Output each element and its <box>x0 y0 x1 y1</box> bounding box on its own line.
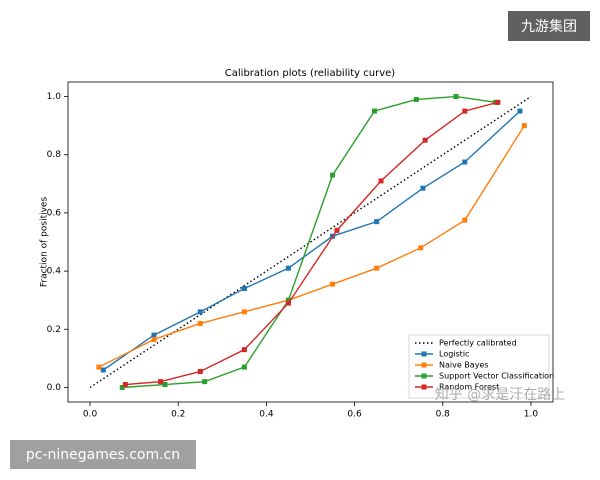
marker <box>422 137 428 143</box>
marker <box>197 320 203 326</box>
marker <box>96 364 102 370</box>
plot-area <box>89 94 532 390</box>
x-tick-label: 0.8 <box>436 410 451 420</box>
marker <box>374 219 380 225</box>
marker <box>462 108 468 114</box>
legend-label: Perfectly calibrated <box>439 339 517 348</box>
marker <box>285 265 291 271</box>
marker <box>330 281 336 287</box>
legend-marker <box>421 362 427 368</box>
x-tick-label: 0.0 <box>83 410 98 420</box>
marker <box>462 159 468 165</box>
marker <box>495 99 501 105</box>
y-tick-label: 1.0 <box>47 92 62 102</box>
marker <box>151 332 157 338</box>
marker <box>241 347 247 353</box>
x-tick-label: 0.2 <box>171 410 185 420</box>
marker <box>122 382 128 388</box>
series-line <box>122 95 496 389</box>
plot-frame <box>67 81 554 403</box>
series-line <box>102 110 521 371</box>
marker <box>197 368 203 374</box>
x-tick-label: 0.6 <box>347 410 362 420</box>
marker <box>334 227 340 233</box>
marker <box>151 336 157 342</box>
legend-marker <box>421 373 427 379</box>
marker <box>413 96 419 102</box>
watermark-box <box>10 440 196 469</box>
marker <box>521 123 527 129</box>
marker <box>517 108 523 114</box>
legend-label: Naive Bayes <box>439 361 489 370</box>
marker <box>453 94 459 100</box>
marker <box>418 245 424 251</box>
y-tick-label: 0.8 <box>47 150 62 160</box>
series-line <box>125 101 499 386</box>
marker <box>374 265 380 271</box>
legend-label: Support Vector Classification <box>439 372 554 381</box>
y-tick-label: 0.6 <box>47 208 62 218</box>
marker <box>241 364 247 370</box>
marker <box>285 297 291 303</box>
marker <box>202 379 208 385</box>
legend-label: Random Forest <box>439 383 499 392</box>
watermark: pc-ninegames.com.cn <box>26 447 180 463</box>
y-tick-label: 0.4 <box>47 267 62 277</box>
marker <box>158 379 164 385</box>
legend-marker <box>421 384 427 390</box>
watermark: 知乎 @求是汗在路上 <box>435 386 565 403</box>
series-line <box>89 95 532 389</box>
marker <box>197 309 203 315</box>
watermark: 九游集团 <box>521 18 577 35</box>
marker <box>285 300 291 306</box>
y-tick-label: 0.2 <box>47 325 61 335</box>
series-line <box>98 125 525 368</box>
marker <box>462 217 468 223</box>
watermark-box <box>508 11 590 41</box>
marker <box>241 286 247 292</box>
marker <box>420 185 426 191</box>
y-tick-label: 0.0 <box>47 383 62 393</box>
marker <box>330 172 336 178</box>
marker <box>371 108 377 114</box>
marker <box>119 384 125 390</box>
x-tick-label: 1.0 <box>524 410 539 420</box>
marker <box>100 367 106 373</box>
marker <box>241 309 247 315</box>
legend-label: Logistic <box>439 350 469 359</box>
marker <box>162 382 168 388</box>
legend-marker <box>421 351 427 357</box>
chart-title: Calibration plots (reliability curve) <box>225 68 395 79</box>
x-tick-label: 0.4 <box>259 410 274 420</box>
y-axis-label: Fraction of positives <box>40 197 50 288</box>
marker <box>378 178 384 184</box>
legend: Perfectly calibrated Logistic Naive Bayes S… <box>408 334 554 399</box>
